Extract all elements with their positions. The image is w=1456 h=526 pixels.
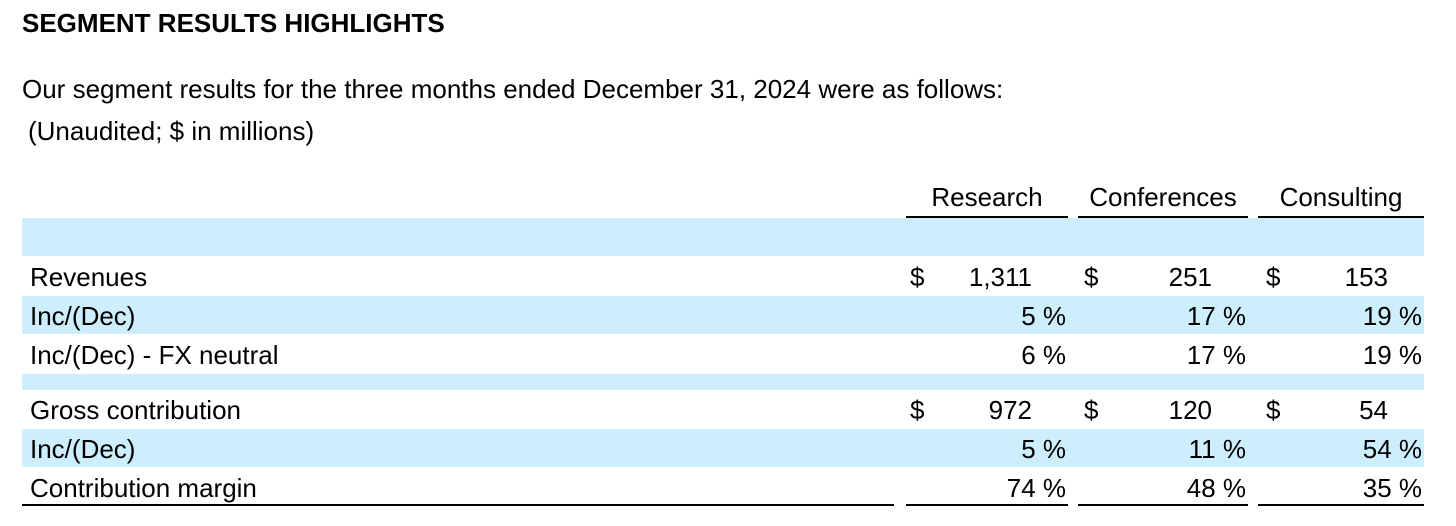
currency-symbol: $: [1084, 262, 1099, 292]
row-label-gross-inc: Inc/(Dec): [30, 434, 136, 464]
units-note: (Unaudited; $ in millions): [28, 116, 315, 146]
cell-revenues-research: 1,311: [968, 262, 1032, 292]
section-title: SEGMENT RESULTS HIGHLIGHTS: [22, 8, 445, 38]
cell-revenues-consulting: 153: [1344, 262, 1388, 292]
column-header-conferences: Conferences: [1078, 182, 1248, 218]
cell-gross-inc-research: 5 %: [1021, 434, 1066, 464]
row-label-revenues-inc: Inc/(Dec): [30, 301, 136, 331]
row-label-margin: Contribution margin: [30, 473, 257, 503]
currency-symbol: $: [910, 262, 925, 292]
cell-revenues-conferences: 251: [1168, 262, 1212, 292]
cell-gross-inc-conferences: 11 %: [1188, 434, 1246, 464]
table-bottom-rule-conferences: [1078, 504, 1248, 506]
cell-revenues-inc-consulting: 19 %: [1362, 301, 1422, 331]
table-bottom-rule-consulting: [1258, 504, 1424, 506]
column-header-consulting: Consulting: [1258, 182, 1424, 218]
table-bottom-rule-label: [22, 504, 894, 506]
table-band-gross-inc: [22, 429, 1424, 467]
cell-gross-conferences: 120: [1168, 395, 1212, 425]
column-header-research: Research: [906, 182, 1068, 218]
cell-gross-research: 972: [988, 395, 1032, 425]
table-band-header: [22, 218, 1424, 256]
cell-margin-research: 74 %: [1006, 473, 1066, 503]
currency-symbol: $: [1266, 395, 1281, 425]
table-band-spacer: [22, 374, 1424, 390]
cell-margin-conferences: 48 %: [1186, 473, 1246, 503]
cell-gross-consulting: 54: [1359, 395, 1388, 425]
cell-margin-consulting: 35 %: [1362, 473, 1422, 503]
currency-symbol: $: [1266, 262, 1281, 292]
cell-revenues-fx-conferences: 17 %: [1186, 340, 1246, 370]
row-label-revenues-fx: Inc/(Dec) - FX neutral: [30, 340, 279, 370]
table-bottom-rule-research: [906, 504, 1068, 506]
currency-symbol: $: [910, 395, 925, 425]
row-label-revenues: Revenues: [30, 262, 148, 292]
cell-revenues-inc-conferences: 17 %: [1186, 301, 1246, 331]
cell-revenues-fx-consulting: 19 %: [1362, 340, 1422, 370]
table-band-revenues-inc: [22, 296, 1424, 334]
cell-gross-inc-consulting: 54 %: [1362, 434, 1422, 464]
cell-revenues-fx-research: 6 %: [1021, 340, 1066, 370]
intro-text: Our segment results for the three months…: [22, 74, 1004, 104]
row-label-gross: Gross contribution: [30, 395, 241, 425]
cell-revenues-inc-research: 5 %: [1021, 301, 1066, 331]
currency-symbol: $: [1084, 395, 1099, 425]
